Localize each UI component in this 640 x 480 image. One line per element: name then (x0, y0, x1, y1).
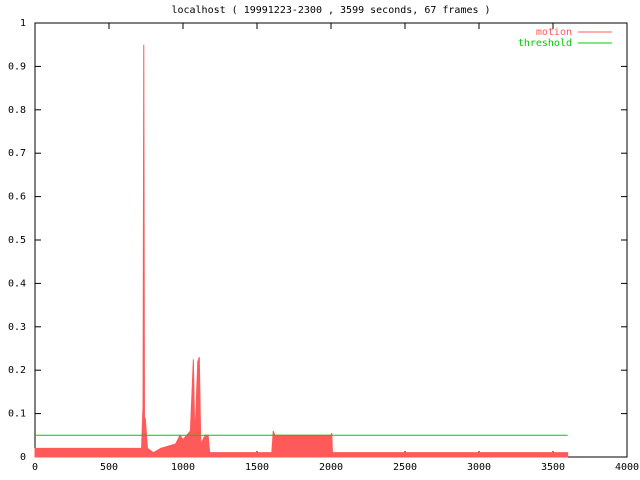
area (34, 44, 569, 458)
x-tick-label: 500 (100, 462, 118, 473)
x-tick-label: 1500 (245, 462, 269, 473)
y-tick-label: 0.9 (8, 61, 26, 72)
y-tick-label: 0.8 (8, 105, 26, 116)
y-tick-label: 0 (20, 452, 26, 463)
x-tick-label: 2000 (319, 462, 343, 473)
y-tick-label: 0.3 (8, 322, 26, 333)
x-tick-label: 3000 (467, 462, 491, 473)
y-tick-label: 0.4 (8, 278, 26, 289)
y-tick-label: 0.7 (8, 148, 26, 159)
x-tick-label: 2500 (393, 462, 417, 473)
y-tick-label: 0.5 (8, 235, 26, 246)
y-tick-label: 0.6 (8, 192, 26, 203)
plot-border (34, 22, 628, 458)
y-tick-label: 0.2 (8, 365, 26, 376)
x-tick-label: 0 (32, 462, 38, 473)
chart-title: localhost ( 19991223-2300 , 3599 seconds… (171, 5, 490, 16)
x-tick-label: 4000 (615, 462, 639, 473)
legend-label: threshold (518, 38, 572, 49)
x-tick-label: 3500 (541, 462, 565, 473)
x-tick-label: 1000 (171, 462, 195, 473)
y-tick-label: 1 (20, 18, 26, 29)
y-tick-label: 0.1 (8, 409, 26, 420)
legend-label: motion (536, 27, 572, 38)
